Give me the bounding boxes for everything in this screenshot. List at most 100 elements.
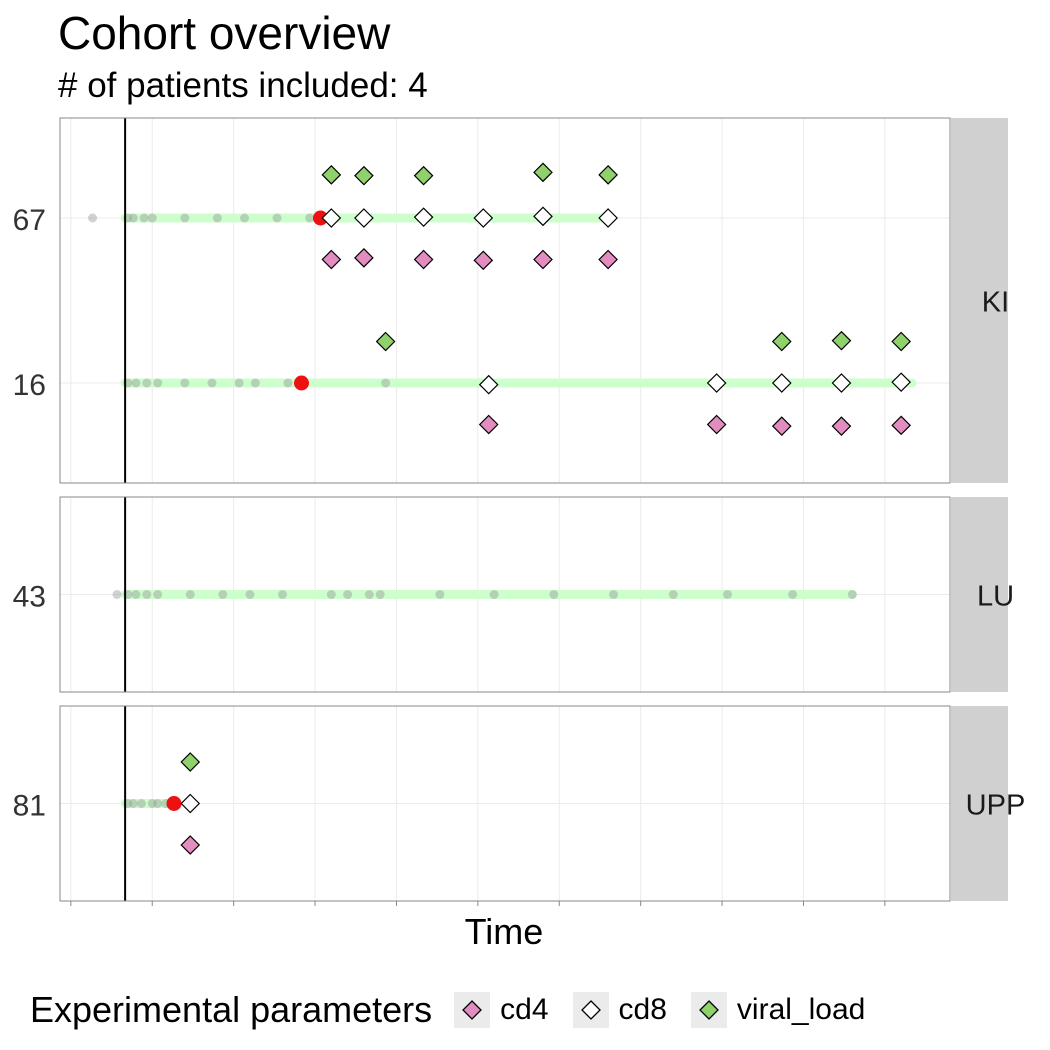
- visit-point: [343, 590, 353, 599]
- cohort-chart: 67 16 KI 43 LU 81 UPP: [13, 117, 1026, 906]
- cd8-marker: [706, 373, 727, 393]
- facet-strip: [951, 497, 1008, 692]
- y-tick-label-81: 81: [13, 790, 46, 823]
- visit-point: [128, 213, 138, 223]
- cd8-marker: [473, 208, 494, 228]
- cd4-marker: [321, 249, 342, 270]
- visit-point: [326, 590, 336, 599]
- cd4-marker: [706, 414, 727, 435]
- visit-point: [147, 799, 157, 808]
- viral-load-marker: [891, 331, 912, 352]
- cd4-marker: [598, 249, 618, 270]
- legend-title: Experimental parameters: [30, 989, 433, 1030]
- panel-ki: 67 16 KI: [13, 117, 1009, 484]
- visit-point: [788, 590, 798, 599]
- viral-load-marker: [321, 164, 342, 185]
- legend-item-cd8: cd8: [572, 992, 667, 1028]
- visit-point: [128, 799, 138, 808]
- x-axis-label: Time: [464, 911, 544, 952]
- visit-point: [180, 378, 190, 388]
- visit-point: [180, 213, 190, 223]
- visit-point: [305, 213, 315, 223]
- cd4-marker: [771, 416, 792, 437]
- cd4-marker: [533, 249, 553, 270]
- visit-point: [153, 378, 163, 388]
- cd4-marker: [473, 250, 494, 271]
- viral-load-marker: [831, 330, 852, 351]
- cd4-diamond-icon: [454, 992, 491, 1028]
- legend-item-cd4: cd4: [454, 992, 549, 1028]
- visit-point: [489, 590, 499, 599]
- visit-point: [549, 590, 559, 599]
- visit-point: [283, 378, 293, 388]
- visit-point: [847, 590, 857, 599]
- event-point: [312, 210, 328, 226]
- viral-load-marker: [413, 165, 434, 186]
- cd4-marker: [831, 416, 852, 437]
- viral-load-marker: [354, 165, 374, 186]
- legend-item-viral-load: viral_load: [690, 992, 866, 1028]
- legend-label-cd4: cd4: [500, 993, 549, 1026]
- facet-label-upp: UPP: [966, 790, 1026, 822]
- visit-point: [668, 590, 678, 599]
- cd8-marker: [413, 207, 434, 228]
- cd8-marker: [598, 208, 618, 228]
- cd4-marker: [413, 249, 434, 270]
- visit-point: [375, 590, 385, 599]
- panel-background: [60, 118, 950, 483]
- viral-load-diamond-icon: [690, 992, 727, 1028]
- chart-subtitle: # of patients included: 4: [58, 66, 428, 105]
- visit-point: [212, 213, 222, 223]
- viral-load-marker: [180, 752, 201, 772]
- cd8-diamond-icon: [572, 992, 609, 1028]
- visit-point: [142, 378, 152, 388]
- viral-load-marker: [598, 164, 618, 185]
- legend-swatch-cd4: [462, 1000, 483, 1020]
- cd8-marker: [891, 372, 912, 393]
- cd4-marker: [354, 247, 374, 268]
- visit-point: [245, 590, 255, 599]
- legend-label-viral-load: viral_load: [736, 993, 866, 1026]
- visit-point: [136, 799, 146, 808]
- cd8-marker: [533, 206, 553, 227]
- facet-strip: [951, 118, 1008, 483]
- visit-point: [207, 378, 217, 388]
- cd8-marker: [180, 793, 201, 814]
- viral-load-marker: [375, 331, 396, 352]
- visit-point: [142, 590, 152, 599]
- cd4-marker: [891, 415, 912, 436]
- visit-point: [139, 213, 149, 223]
- visit-point: [153, 799, 163, 808]
- panel-upp: 81 UPP: [13, 705, 1026, 902]
- legend-swatch-cd8: [580, 1000, 601, 1020]
- panel-border: [59, 117, 951, 484]
- panel-lu: 43 LU: [13, 496, 1014, 693]
- visit-point: [723, 590, 732, 599]
- cd8-marker: [831, 373, 852, 393]
- visit-point: [234, 378, 244, 388]
- visit-point: [131, 378, 141, 388]
- visit-point: [147, 213, 157, 223]
- cd4-marker: [478, 414, 499, 435]
- visit-point: [131, 590, 141, 599]
- visit-point: [609, 590, 619, 599]
- visit-point: [153, 590, 163, 599]
- cd8-marker: [321, 208, 342, 228]
- visit-point: [185, 590, 195, 599]
- panel-border: [59, 705, 951, 902]
- y-tick-label-16: 16: [13, 369, 46, 402]
- cd8-marker: [771, 373, 792, 393]
- cd8-marker: [354, 208, 374, 228]
- visit-point: [218, 590, 228, 599]
- event-point: [166, 796, 182, 811]
- visit-point: [272, 213, 282, 223]
- visit-point: [435, 590, 445, 599]
- visit-point: [112, 590, 122, 599]
- facet-strip: [951, 706, 1008, 901]
- event-point: [293, 375, 309, 391]
- cd8-marker: [478, 374, 499, 395]
- facet-label-lu: LU: [977, 581, 1014, 613]
- legend-swatch-viral-load: [699, 1000, 719, 1020]
- y-tick-label-43: 43: [13, 581, 46, 614]
- y-tick-label-67: 67: [13, 204, 46, 237]
